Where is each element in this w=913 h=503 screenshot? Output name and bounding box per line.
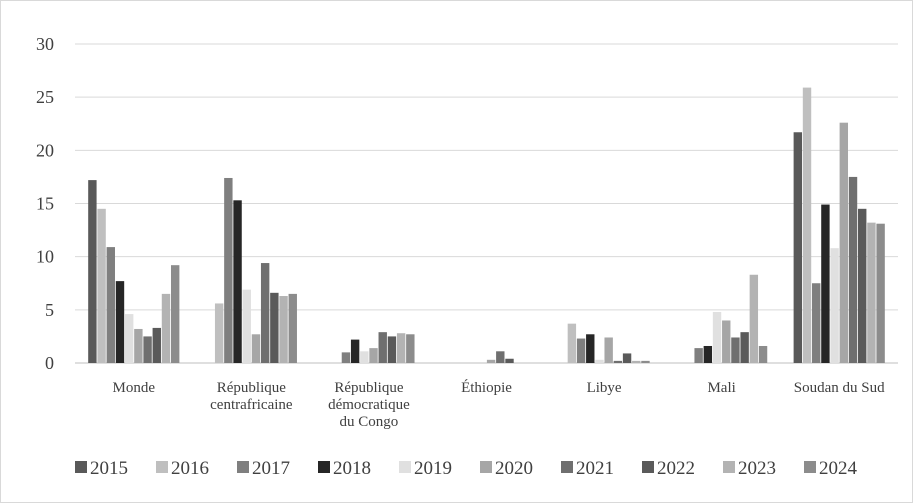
bar-2021-0 [143,336,152,363]
bar-2016-6 [802,87,812,363]
x-category-label: République centrafricaine [210,380,293,413]
legend-label: 2018 [333,458,371,479]
bar-2017-1 [224,177,233,363]
bar-2019-5 [712,311,722,363]
bar-2021-2 [378,332,387,363]
y-tick-label: 0 [45,353,54,373]
bar-2024-2 [406,334,415,363]
bar-2023-4 [632,360,641,363]
legend-swatch-2018 [318,461,330,473]
bar-2024-1 [288,293,297,363]
bar-2019-6 [830,248,839,363]
bar-2024-0 [170,265,180,363]
y-tick-label: 25 [36,87,54,107]
legend-label: 2021 [576,458,614,479]
bar-2018-2 [350,339,360,363]
bar-2019-1 [242,289,251,363]
bar-2022-6 [858,208,867,363]
bar-2019-4 [595,359,604,363]
legend-label: 2022 [657,458,695,479]
bar-2017-4 [576,338,586,363]
legend-label: 2017 [252,458,290,479]
bar-2015-0 [88,180,97,363]
bar-2020-5 [722,320,731,363]
bar-2020-4 [604,337,613,363]
bar-2022-0 [152,327,161,363]
bar-2020-0 [134,328,143,363]
y-tick-label: 5 [45,300,54,320]
bar-2024-4 [641,360,650,363]
legend-label: 2020 [495,458,533,479]
bar-2018-1 [233,200,242,363]
bar-2018-5 [703,345,713,363]
legend-swatch-2019 [399,461,411,473]
legend-label: 2023 [738,458,776,479]
bar-2021-5 [731,337,740,363]
bar-2022-2 [387,336,397,363]
bar-2023-1 [279,296,288,363]
bar-2017-6 [812,283,821,363]
bar-2022-1 [270,292,279,363]
bar-2016-0 [97,208,106,363]
bar-2023-0 [161,293,171,363]
x-category-label: République démocratique du Congo [328,380,410,430]
bar-2017-5 [694,348,703,363]
bar-2020-1 [251,334,261,363]
bar-2023-6 [867,222,876,363]
legend-swatch-2020 [480,461,492,473]
legend-label: 2019 [414,458,452,479]
bar-2023-5 [749,274,759,363]
bar-2019-2 [360,351,369,363]
legend-label: 2015 [90,458,128,479]
bar-2017-2 [341,352,351,363]
bar-2018-0 [115,281,125,363]
x-category-label: Éthiopie [461,379,512,396]
bar-2018-4 [586,334,595,363]
bar-2021-4 [613,360,623,363]
bar-2020-2 [369,348,378,363]
legend-swatch-2022 [642,461,654,473]
bar-2022-4 [622,353,632,363]
y-tick-label: 20 [36,140,54,160]
bar-2018-6 [821,204,830,363]
bar-2023-2 [396,333,406,363]
y-tick-label: 15 [36,194,54,214]
bar-2020-6 [839,122,849,363]
x-category-label: Monde [113,380,156,396]
bar-2021-6 [848,176,858,363]
bar-2015-6 [793,132,803,363]
bar-2021-3 [496,351,505,363]
bar-2024-5 [758,345,768,363]
bar-2022-5 [740,332,749,363]
legend-swatch-2016 [156,461,168,473]
legend-swatch-2015 [75,461,87,473]
x-category-label: Soudan du Sud [794,380,885,396]
legend-swatch-2017 [237,461,249,473]
legend-swatch-2024 [804,461,816,473]
bar-2019-0 [124,314,134,363]
y-tick-label: 30 [36,34,54,54]
bar-2020-3 [486,359,496,363]
x-category-label: Mali [707,380,735,396]
bar-2024-6 [876,223,885,363]
bar-2021-1 [260,263,270,363]
legend-label: 2016 [171,458,209,479]
bar-2022-3 [505,358,514,363]
bar-2016-4 [567,323,577,363]
legend-swatch-2023 [723,461,735,473]
bar-2016-1 [214,303,224,363]
legend-swatch-2021 [561,461,573,473]
y-tick-label: 10 [36,247,54,267]
legend-label: 2024 [819,458,858,479]
bar-2017-0 [106,247,115,363]
x-category-label: Libye [587,380,622,396]
